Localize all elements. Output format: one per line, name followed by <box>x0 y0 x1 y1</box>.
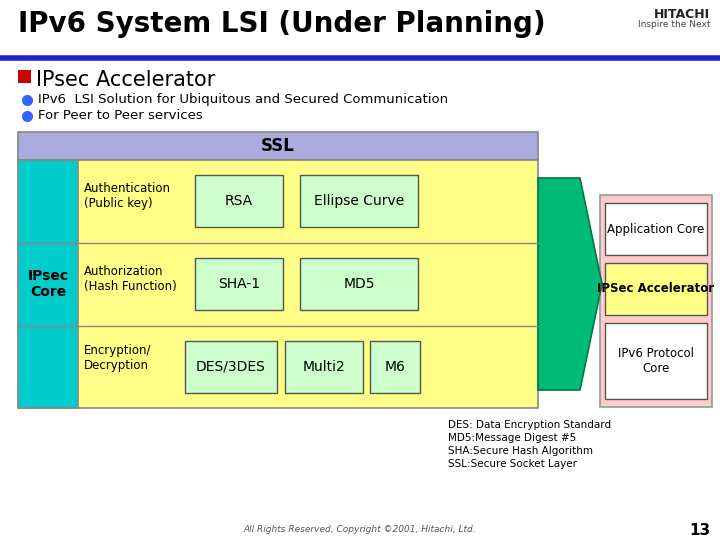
Text: SSL: SSL <box>261 137 295 155</box>
Text: SSL:Secure Socket Layer: SSL:Secure Socket Layer <box>448 459 577 469</box>
Bar <box>605 203 707 255</box>
Text: Authentication
(Public key): Authentication (Public key) <box>84 182 171 210</box>
Text: IPsec Accelerator: IPsec Accelerator <box>36 70 215 90</box>
Text: Ellipse Curve: Ellipse Curve <box>314 194 404 208</box>
Bar <box>605 323 707 399</box>
Bar <box>370 341 420 393</box>
Bar <box>18 160 538 408</box>
Text: MD5:Message Digest #5: MD5:Message Digest #5 <box>448 433 576 443</box>
Text: MD5: MD5 <box>343 277 374 291</box>
Text: Authorization
(Hash Function): Authorization (Hash Function) <box>84 265 176 293</box>
Text: Multi2: Multi2 <box>302 360 346 374</box>
Bar <box>185 341 277 393</box>
Text: All Rights Reserved, Copyright ©2001, Hitachi, Ltd.: All Rights Reserved, Copyright ©2001, Hi… <box>243 525 477 534</box>
Bar <box>18 70 31 83</box>
Bar <box>300 258 418 310</box>
Text: HITACHI: HITACHI <box>654 8 710 21</box>
Bar <box>195 258 283 310</box>
Bar <box>18 160 78 408</box>
Text: Encryption/
Decryption: Encryption/ Decryption <box>84 344 151 372</box>
Text: Inspire the Next: Inspire the Next <box>637 20 710 29</box>
Text: M6: M6 <box>384 360 405 374</box>
Bar <box>600 195 712 407</box>
Polygon shape <box>538 178 602 390</box>
Bar <box>18 132 538 160</box>
Text: IPsec
Core: IPsec Core <box>27 269 68 299</box>
Text: SHA-1: SHA-1 <box>218 277 260 291</box>
Bar <box>605 263 707 315</box>
Text: 13: 13 <box>689 523 710 538</box>
Text: IPv6 Protocol
Core: IPv6 Protocol Core <box>618 347 694 375</box>
Text: IPv6  LSI Solution for Ubiquitous and Secured Communication: IPv6 LSI Solution for Ubiquitous and Sec… <box>38 93 448 106</box>
Text: For Peer to Peer services: For Peer to Peer services <box>38 109 203 122</box>
Text: SHA:Secure Hash Algorithm: SHA:Secure Hash Algorithm <box>448 446 593 456</box>
Text: Application Core: Application Core <box>608 222 705 235</box>
Bar <box>285 341 363 393</box>
Text: DES: Data Encryption Standard: DES: Data Encryption Standard <box>448 420 611 430</box>
Text: RSA: RSA <box>225 194 253 208</box>
Bar <box>300 175 418 227</box>
Text: IPSec Accelerator: IPSec Accelerator <box>598 282 714 295</box>
Bar <box>195 175 283 227</box>
Text: DES/3DES: DES/3DES <box>196 360 266 374</box>
Text: IPv6 System LSI (Under Planning): IPv6 System LSI (Under Planning) <box>18 10 546 38</box>
